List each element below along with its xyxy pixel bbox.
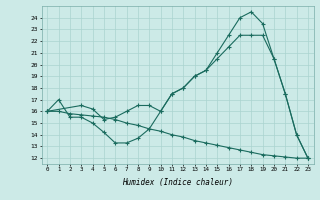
X-axis label: Humidex (Indice chaleur): Humidex (Indice chaleur) [122, 178, 233, 187]
